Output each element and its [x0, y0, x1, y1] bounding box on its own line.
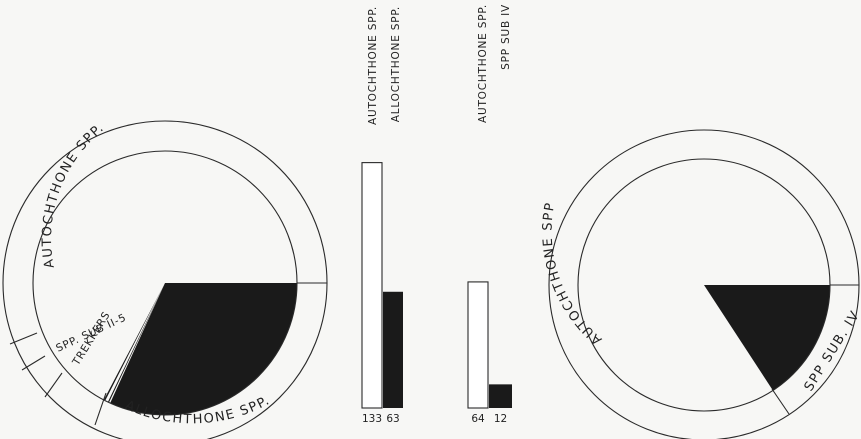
- pie-slice-allochthone: [110, 283, 297, 415]
- left-pie-divider-trek: [44, 372, 63, 398]
- left-pie-chart: AUTOCHTHONE SPP. ALLOCHTHONE SPP. TREKKE…: [2, 120, 328, 439]
- left-pie-label-autochthone: AUTOCHTHONE SPP.: [40, 120, 108, 269]
- right-pie-divider-bottom: [771, 388, 790, 415]
- bar-value-label: 63: [386, 413, 399, 425]
- left-pie-divider-sub: [9, 332, 38, 345]
- bar-allochthone-spp: [383, 291, 403, 408]
- bar-category-label: AUTOCHTHONE SPP.: [477, 4, 489, 123]
- bar-value-label: 12: [494, 413, 507, 425]
- bar-category-label: ALLOCHTHONE SPP.: [390, 6, 402, 122]
- pie-slice-spp-sub: [103, 283, 165, 401]
- bar-value-label: 64: [471, 413, 485, 425]
- left-pie-divider-allo: [21, 355, 46, 371]
- pie-slice-spp-sub-iv: [704, 285, 830, 391]
- bar-chart-left: 133 AUTOCHTHONE SPP. 63 ALLOCHTHONE SPP.: [361, 6, 403, 425]
- left-pie-divider-bottom: [94, 392, 107, 426]
- bar-autochthone-spp: [467, 281, 489, 409]
- right-pie-label-autochthone: AUTOCHTHONE SPP: [541, 201, 605, 348]
- bar-category-label: AUTOCHTHONE SPP.: [367, 6, 379, 125]
- bar-value-label: 133: [362, 413, 382, 425]
- bar-spp-sub-iv: [489, 384, 512, 408]
- bar-chart-right: 64 AUTOCHTHONE SPP. 12 SPP SUB IV: [467, 4, 512, 425]
- pie-slice-trekkers: [107, 283, 165, 403]
- bar-autochthone-spp: [361, 162, 383, 409]
- right-pie-chart: AUTOCHTHONE SPP SPP SUB. IV: [541, 129, 861, 439]
- bar-category-label: SPP SUB IV: [500, 4, 512, 70]
